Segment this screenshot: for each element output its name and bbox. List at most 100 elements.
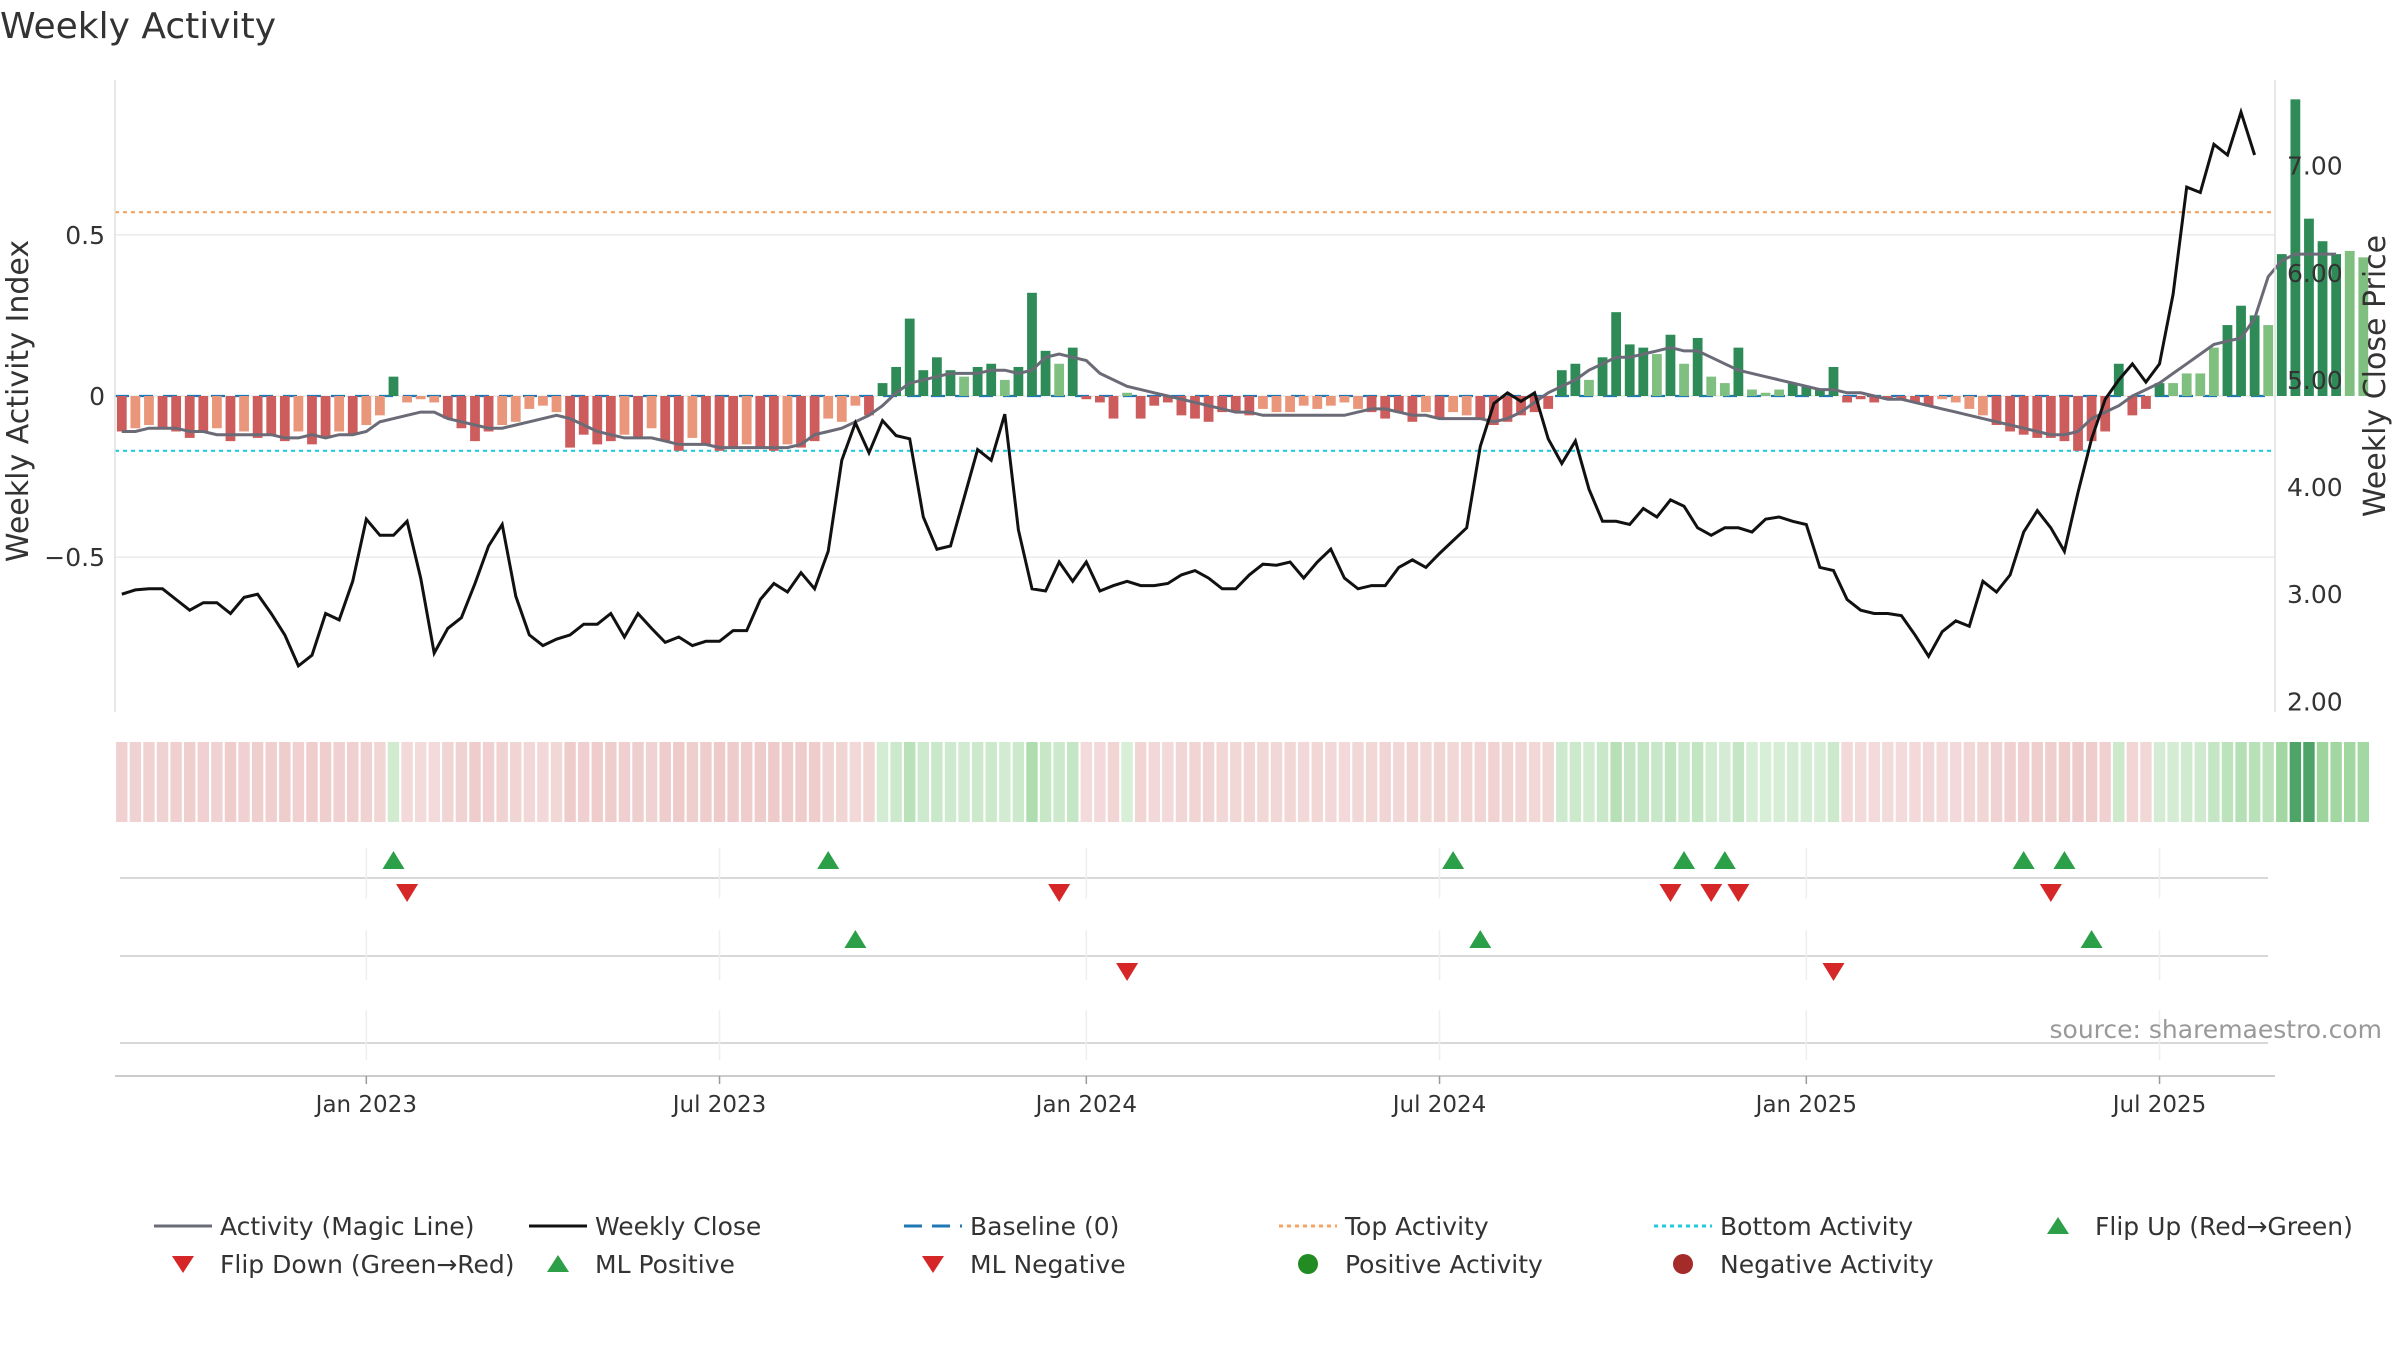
activity-bar [1665, 334, 1676, 396]
regime-cell [1827, 742, 1840, 822]
activity-bar [1611, 312, 1622, 396]
regime-cell [143, 742, 155, 822]
regime-cell [1297, 742, 1310, 822]
regime-cell [1026, 742, 1038, 822]
activity-bar [972, 366, 983, 396]
regime-cell [1691, 742, 1704, 822]
activity-bar [836, 396, 847, 422]
activity-bar [1366, 396, 1377, 413]
legend-label: ML Positive [595, 1249, 735, 1279]
activity-bar [470, 396, 480, 442]
regime-cell [2099, 742, 2111, 822]
legend-item: Negative Activity [1650, 1246, 1934, 1282]
regime-cell [1787, 742, 1799, 822]
legend-item: Activity (Magic Line) [150, 1208, 474, 1244]
regime-cell [1664, 742, 1677, 822]
activity-bar [1040, 350, 1051, 396]
activity-bar [1217, 396, 1228, 413]
regime-cell [1841, 742, 1853, 822]
activity-bar [239, 396, 249, 432]
activity-bar [1244, 396, 1255, 416]
activity-bar [2032, 396, 2043, 438]
activity-bar [347, 396, 358, 435]
regime-cell [618, 742, 631, 822]
activity-bar [2263, 325, 2274, 396]
regime-cell [496, 742, 508, 822]
activity-bar [184, 396, 195, 438]
activity-bar [1502, 396, 1513, 422]
activity-bar [510, 396, 521, 422]
activity-bar [592, 396, 603, 445]
regime-cell [1460, 742, 1473, 822]
regime-cell [577, 742, 590, 822]
regime-cell [2072, 742, 2084, 822]
regime-cell [564, 742, 576, 822]
activity-bar [1896, 396, 1907, 400]
regime-cell [2344, 742, 2356, 822]
flip-up-marker [1442, 851, 1465, 869]
y-right-tick-label: 7.00 [2287, 152, 2343, 181]
regime-cell [1474, 742, 1486, 822]
activity-bar [1190, 396, 1200, 419]
regime-cell [1365, 742, 1378, 822]
regime-cell [251, 742, 264, 822]
activity-bar [1461, 396, 1472, 416]
activity-bar [2358, 257, 2369, 396]
regime-cell [1189, 742, 1201, 822]
ml-positive-marker [1469, 930, 1492, 948]
regime-cell [985, 742, 997, 822]
activity-bar [1692, 337, 1703, 396]
activity-bar [538, 396, 548, 406]
x-axis: Jan 2023 Jul 2023 Jan 2024 Jul 2024 Jan 2025… [115, 1075, 2275, 1118]
activity-bar [850, 396, 861, 406]
activity-bar [687, 396, 698, 438]
activity-bar [1230, 396, 1241, 413]
activity-bar [2208, 347, 2219, 396]
flip-down-marker [1659, 884, 1682, 902]
ml-negative-marker [1116, 963, 1139, 981]
legend-label: Flip Down (Green→Red) [220, 1249, 515, 1279]
regime-cell [904, 742, 916, 822]
regime-cell [1963, 742, 1976, 822]
activity-bar [605, 396, 616, 442]
regime-cell [1094, 742, 1106, 822]
regime-cell [2289, 742, 2302, 822]
regime-cell [238, 742, 250, 822]
activity-bar [1108, 396, 1119, 419]
activity-bar [1488, 396, 1499, 426]
activity-bar [375, 396, 385, 416]
activity-bar [2276, 254, 2287, 396]
regime-cell [414, 742, 427, 822]
regime-cell [944, 742, 957, 822]
activity-bar [1842, 396, 1852, 403]
activity-bar [1991, 396, 2002, 426]
regime-cell [1433, 742, 1446, 822]
regime-cell [1148, 742, 1160, 822]
activity-bar [633, 396, 643, 438]
activity-bar [1393, 396, 1404, 413]
activity-bar [2181, 373, 2192, 396]
regime-cell [1257, 742, 1269, 822]
activity-bar [2059, 396, 2070, 442]
regime-cell [1325, 742, 1337, 822]
activity-bar [1285, 396, 1295, 413]
regime-cell [808, 742, 821, 822]
activity-bar [2331, 254, 2342, 396]
regime-cell [1800, 742, 1813, 822]
activity-bar [402, 396, 412, 403]
regime-cell [1528, 742, 1541, 822]
regime-cell [428, 742, 440, 822]
legend-label: Negative Activity [1720, 1249, 1934, 1279]
regime-cell [890, 742, 902, 822]
activity-bar [1407, 396, 1418, 422]
regime-cell [1895, 742, 1908, 822]
regime-cell [374, 742, 386, 822]
activity-bar [1910, 396, 1920, 403]
flip-up-marker [2053, 851, 2076, 869]
regime-cell [1569, 742, 1582, 822]
legend-item: Flip Up (Red→Green) [2025, 1208, 2353, 1244]
activity-bar [2141, 396, 2151, 409]
regime-cell [700, 742, 712, 822]
regime-cell [1053, 742, 1065, 822]
activity-bar [755, 396, 766, 448]
